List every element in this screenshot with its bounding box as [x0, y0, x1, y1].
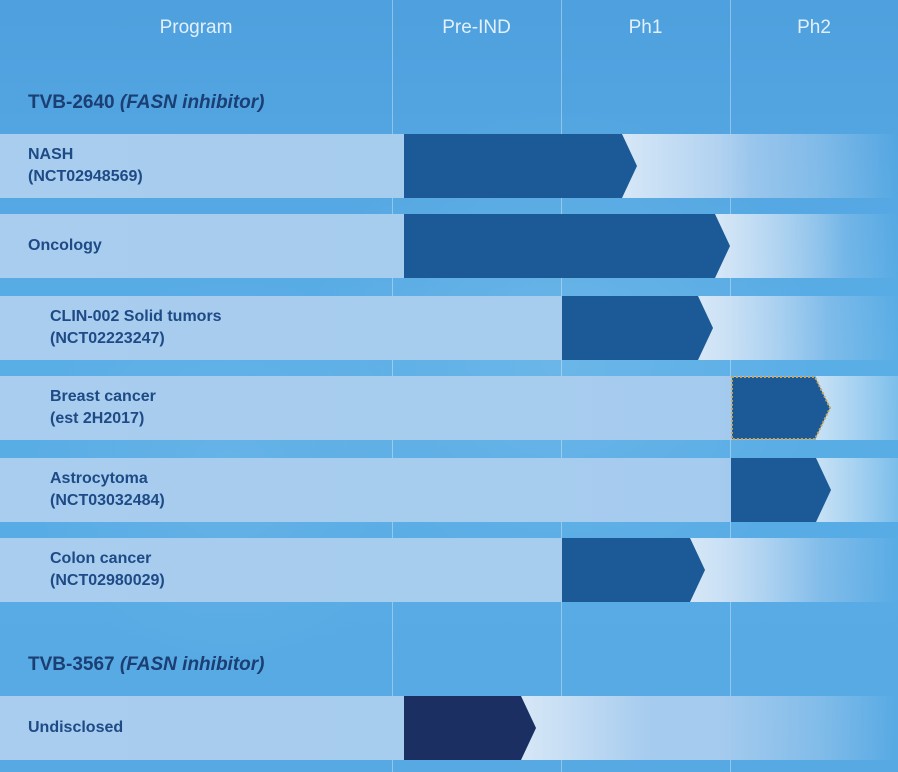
progress-arrow [404, 214, 730, 278]
indication-name: Astrocytoma [50, 470, 148, 487]
progress-arrow [562, 538, 705, 602]
progress-bar [404, 134, 637, 198]
program-title: TVB-2640 (FASN inhibitor) [28, 90, 264, 116]
indication-name: Undisclosed [28, 719, 124, 736]
indication-name: Breast cancer [50, 388, 156, 405]
bar-fade [715, 214, 845, 278]
indication-detail: (est 2H2017) [50, 410, 145, 427]
progress-arrow-shape [562, 538, 705, 602]
program-name: TVB-2640 [28, 92, 115, 113]
progress-arrow [562, 296, 713, 360]
progress-bar [562, 538, 705, 602]
progress-arrow-shape [404, 696, 536, 760]
bar-fade [521, 696, 651, 760]
progress-arrow [731, 376, 831, 440]
indication-label: Astrocytoma (NCT03032484) [50, 468, 165, 512]
column-header-ph1: Ph1 [628, 17, 663, 38]
indication-label: Undisclosed [28, 717, 123, 739]
indication-label: Oncology [28, 235, 102, 257]
progress-arrow [404, 696, 536, 760]
indication-name: Oncology [28, 237, 102, 254]
indication-label: CLIN-002 Solid tumors (NCT02223247) [50, 306, 222, 350]
indication-detail: (NCT02980029) [50, 572, 165, 589]
indication-name: Colon cancer [50, 550, 152, 567]
progress-bar [731, 458, 831, 522]
progress-arrow-shape [404, 134, 637, 198]
bar-fade [690, 538, 820, 602]
indication-label: NASH (NCT02948569) [28, 144, 143, 188]
progress-arrow [404, 134, 637, 198]
progress-arrow [731, 458, 831, 522]
column-header-ph2: Ph2 [797, 17, 831, 38]
program-subtitle: (FASN inhibitor) [119, 654, 265, 675]
indication-name: NASH [28, 146, 74, 163]
bar-fade [698, 296, 828, 360]
column-header-program: Program [159, 17, 233, 38]
progress-bar [562, 296, 713, 360]
progress-bar [404, 696, 536, 760]
indication-name: CLIN-002 Solid tumors [50, 308, 222, 325]
indication-label: Colon cancer (NCT02980029) [50, 548, 165, 592]
progress-bar [404, 214, 730, 278]
progress-arrow-shape [404, 214, 730, 278]
progress-bar [731, 376, 831, 440]
indication-detail: (NCT02223247) [50, 330, 165, 347]
column-header-pre-ind: Pre-IND [442, 17, 511, 38]
program-name: TVB-3567 [28, 654, 115, 675]
program-title: TVB-3567 (FASN inhibitor) [28, 652, 264, 678]
program-subtitle: (FASN inhibitor) [119, 92, 265, 113]
progress-arrow-shape [731, 458, 831, 522]
progress-arrow-shape [731, 376, 831, 440]
progress-arrow-shape [562, 296, 713, 360]
indication-label: Breast cancer (est 2H2017) [50, 386, 156, 430]
indication-detail: (NCT02948569) [28, 168, 143, 185]
indication-detail: (NCT03032484) [50, 492, 165, 509]
bar-fade [622, 134, 752, 198]
